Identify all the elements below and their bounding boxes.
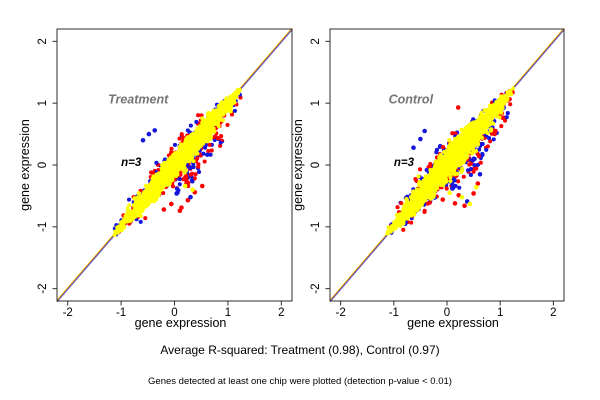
- y-tick-label: 1: [310, 100, 322, 106]
- panel-title: Control: [389, 92, 434, 106]
- y-axis-title: gene expression: [18, 119, 32, 211]
- x-tick-label: -1: [389, 307, 399, 319]
- x-tick-label: 0: [444, 307, 450, 319]
- x-tick-label: 0: [171, 307, 177, 319]
- y-tick-label: -2: [310, 284, 322, 294]
- x-axis-title: gene expression: [407, 316, 499, 330]
- y-tick-label: 2: [310, 38, 322, 44]
- y-tick-label: 1: [37, 100, 49, 106]
- caption-average-r-squared: Average R-squared: Treatment (0.98), Con…: [160, 343, 440, 357]
- panel-treatment: -2 -1 0 1 2 -2 -1 0 1 2 gene expression gene expres…: [18, 27, 293, 330]
- caption-detection-note: Genes detected at least one chip were pl…: [148, 376, 452, 387]
- n-annotation: n=3: [394, 157, 415, 169]
- y-tick-label: -1: [310, 222, 322, 232]
- n-annotation: n=3: [121, 157, 142, 169]
- y-axis-title: gene expression: [291, 119, 305, 211]
- x-tick-label: 2: [278, 307, 284, 319]
- panel-control: -2 -1 0 1 2 -2 -1 0 1 2 gene expression gene expres…: [291, 27, 565, 330]
- x-tick-label: -2: [63, 307, 73, 319]
- x-axis-title: gene expression: [135, 316, 227, 330]
- panel-title: Treatment: [108, 92, 169, 106]
- x-tick-label: -2: [336, 307, 346, 319]
- x-tick-label: 1: [497, 307, 503, 319]
- x-tick-label: 2: [550, 307, 556, 319]
- y-tick-label: 2: [37, 38, 49, 44]
- y-tick-label: -1: [37, 222, 49, 232]
- y-tick-label: 0: [37, 162, 49, 168]
- x-tick-label: 1: [225, 307, 231, 319]
- x-tick-label: -1: [116, 307, 126, 319]
- y-tick-label: 0: [310, 162, 322, 168]
- y-tick-label: -2: [37, 284, 49, 294]
